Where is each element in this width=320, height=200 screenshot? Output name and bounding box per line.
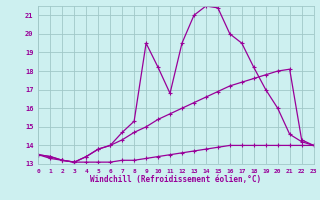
X-axis label: Windchill (Refroidissement éolien,°C): Windchill (Refroidissement éolien,°C): [91, 175, 261, 184]
